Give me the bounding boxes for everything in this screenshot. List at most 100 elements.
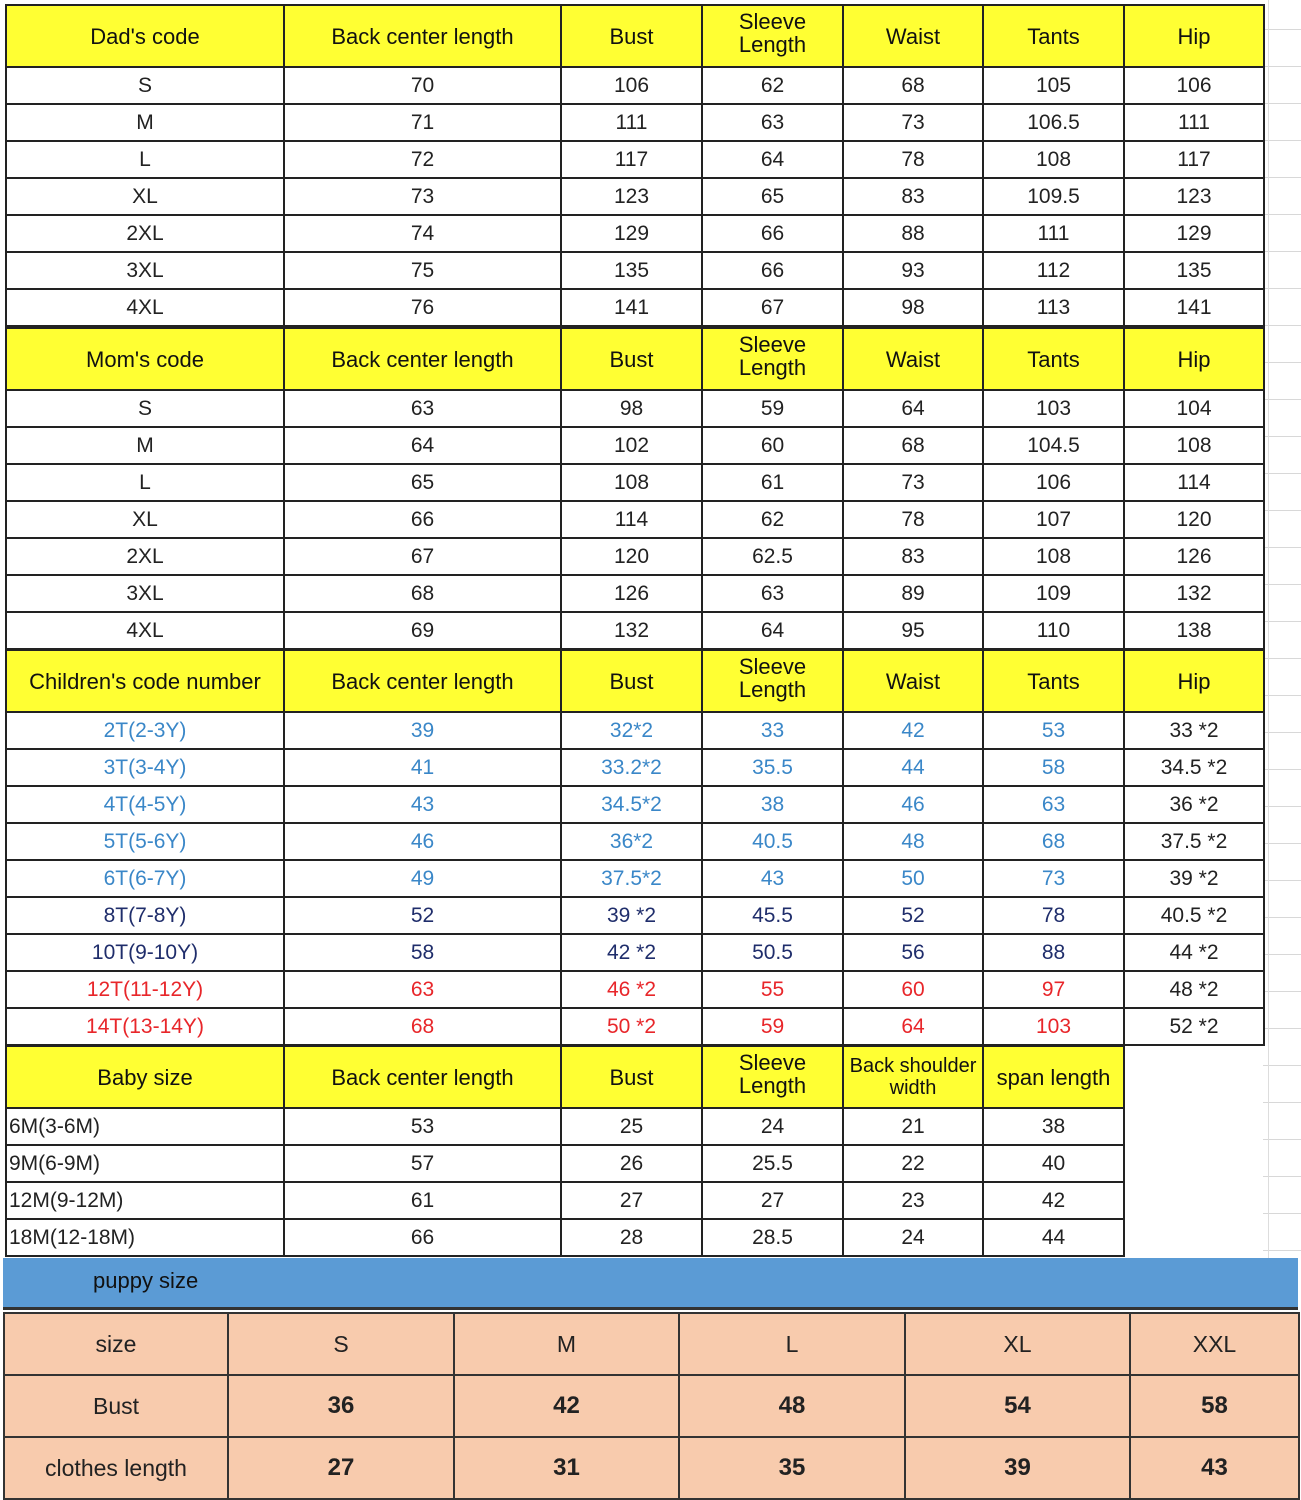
measurement-cell: 68 [283, 574, 562, 613]
size-label-cell: 8T(7-8Y) [5, 896, 285, 935]
size-label-cell: 10T(9-10Y) [5, 933, 285, 972]
measurement-cell: 36*2 [560, 822, 703, 861]
puppy-cell: 36 [227, 1374, 455, 1438]
table-row: 8T(7-8Y) 52 39 *2 45.5 52 78 40.5 *2 [5, 896, 1265, 935]
table-row: L 65 108 61 73 106 114 [5, 463, 1265, 502]
column-header: Bust [560, 4, 703, 68]
measurement-cell: 72 [283, 140, 562, 179]
measurement-cell: 70 [283, 66, 562, 105]
measurement-cell: 135 [1123, 251, 1265, 290]
measurement-cell: 112 [982, 251, 1125, 290]
measurement-cell: 132 [1123, 574, 1265, 613]
size-label-cell: 9M(6-9M) [5, 1144, 285, 1183]
measurement-cell: 61 [701, 463, 844, 502]
measurement-cell: 78 [842, 500, 984, 539]
measurement-cell: 50 *2 [560, 1007, 703, 1046]
measurement-cell: 78 [982, 896, 1125, 935]
puppy-cell: S [227, 1312, 455, 1376]
table-row: 3T(3-4Y) 41 33.2*2 35.5 44 58 34.5 *2 [5, 748, 1265, 787]
puppy-size-title: puppy size [93, 1268, 199, 1293]
measurement-cell: 50.5 [701, 933, 844, 972]
measurement-cell: 23 [842, 1181, 984, 1220]
measurement-cell: 88 [842, 214, 984, 253]
size-label-cell: 5T(5-6Y) [5, 822, 285, 861]
measurement-cell: 108 [982, 140, 1125, 179]
puppy-row: Bust 36 42 48 54 58 [3, 1374, 1300, 1438]
measurement-cell: 27 [560, 1181, 703, 1220]
size-label-cell: 3T(3-4Y) [5, 748, 285, 787]
measurement-cell: 65 [701, 177, 844, 216]
measurement-cell: 66 [283, 1218, 562, 1257]
measurement-cell: 33 [701, 711, 844, 750]
measurement-cell: 123 [1123, 177, 1265, 216]
measurement-cell: 59 [701, 389, 844, 428]
measurement-cell: 38 [701, 785, 844, 824]
size-label-cell: XL [5, 500, 285, 539]
table-row: 2T(2-3Y) 39 32*2 33 42 53 33 *2 [5, 711, 1265, 750]
baby-size-table: Baby size Back center length Bust Sleeve Le… [5, 1045, 1125, 1257]
table-row: 3XL 75 135 66 93 112 135 [5, 251, 1265, 290]
measurement-cell: 40 [982, 1144, 1125, 1183]
measurement-cell: 50 [842, 859, 984, 898]
column-header: Hip [1123, 649, 1265, 713]
measurement-cell: 71 [283, 103, 562, 142]
measurement-cell: 63 [283, 970, 562, 1009]
measurement-cell: 68 [982, 822, 1125, 861]
measurement-cell: 64 [842, 389, 984, 428]
table-row: XL 73 123 65 83 109.5 123 [5, 177, 1265, 216]
measurement-cell: 129 [560, 214, 703, 253]
measurement-cell: 93 [842, 251, 984, 290]
table-row: 12T(11-12Y) 63 46 *2 55 60 97 48 *2 [5, 970, 1265, 1009]
measurement-cell: 44 [842, 748, 984, 787]
measurement-cell: 39 [283, 711, 562, 750]
measurement-cell: 62 [701, 66, 844, 105]
measurement-cell: 44 [982, 1218, 1125, 1257]
measurement-cell: 43 [283, 785, 562, 824]
measurement-cell: 75 [283, 251, 562, 290]
measurement-cell: 104.5 [982, 426, 1125, 465]
measurement-cell: 49 [283, 859, 562, 898]
measurement-cell: 83 [842, 537, 984, 576]
measurement-cell: 89 [842, 574, 984, 613]
measurement-cell: 63 [701, 574, 844, 613]
measurement-cell: 63 [982, 785, 1125, 824]
table-row: S 63 98 59 64 103 104 [5, 389, 1265, 428]
table-row: 10T(9-10Y) 58 42 *2 50.5 56 88 44 *2 [5, 933, 1265, 972]
puppy-row: clothes length 27 31 35 39 43 [3, 1436, 1300, 1500]
measurement-cell: 135 [560, 251, 703, 290]
puppy-cell: M [453, 1312, 680, 1376]
size-label-cell: M [5, 103, 285, 142]
column-header: Children's code number [5, 649, 285, 713]
column-header: Bust [560, 327, 703, 391]
measurement-cell: 111 [982, 214, 1125, 253]
measurement-cell: 109 [982, 574, 1125, 613]
column-header: Bust [560, 649, 703, 713]
measurement-cell: 46 [283, 822, 562, 861]
table-row: 12M(9-12M) 61 27 27 23 42 [5, 1181, 1125, 1220]
measurement-cell: 45.5 [701, 896, 844, 935]
measurement-cell: 63 [283, 389, 562, 428]
measurement-cell: 46 [842, 785, 984, 824]
puppy-cell: XXL [1129, 1312, 1300, 1376]
measurement-cell: 25 [560, 1107, 703, 1146]
measurement-cell: 62.5 [701, 537, 844, 576]
puppy-cell: 42 [453, 1374, 680, 1438]
measurement-cell: 57 [283, 1144, 562, 1183]
table-row: 4T(4-5Y) 43 34.5*2 38 46 63 36 *2 [5, 785, 1265, 824]
measurement-cell: 120 [1123, 500, 1265, 539]
measurement-cell: 109.5 [982, 177, 1125, 216]
measurement-cell: 111 [560, 103, 703, 142]
table-row: L 72 117 64 78 108 117 [5, 140, 1265, 179]
measurement-cell: 126 [560, 574, 703, 613]
measurement-cell: 111 [1123, 103, 1265, 142]
column-header: Sleeve Length [701, 1045, 844, 1109]
measurement-cell: 105 [982, 66, 1125, 105]
measurement-cell: 52 [283, 896, 562, 935]
measurement-cell: 110 [982, 611, 1125, 650]
measurement-cell: 42 [842, 711, 984, 750]
column-header: Hip [1123, 4, 1265, 68]
measurement-cell: 33 *2 [1123, 711, 1265, 750]
puppy-cell: 43 [1129, 1436, 1300, 1500]
puppy-cell: XL [904, 1312, 1131, 1376]
size-label-cell: S [5, 66, 285, 105]
